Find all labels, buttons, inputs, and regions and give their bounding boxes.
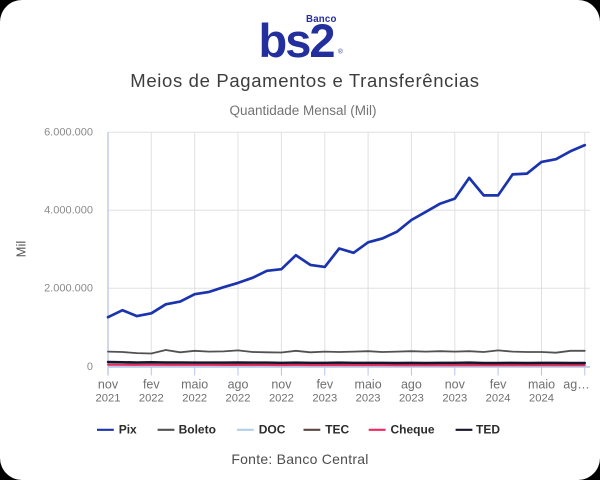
svg-text:2023: 2023 <box>312 393 337 405</box>
svg-text:TED: TED <box>476 423 500 437</box>
svg-text:maio: maio <box>181 378 208 392</box>
svg-text:Quantidade Mensal (Mil): Quantidade Mensal (Mil) <box>229 103 376 118</box>
svg-text:4.000.000: 4.000.000 <box>44 205 93 217</box>
svg-text:2022: 2022 <box>226 393 251 405</box>
svg-text:2023: 2023 <box>356 393 381 405</box>
svg-text:2021: 2021 <box>96 393 121 405</box>
svg-text:2022: 2022 <box>269 393 294 405</box>
svg-text:2023: 2023 <box>399 393 424 405</box>
svg-text:2022: 2022 <box>182 393 207 405</box>
svg-text:DOC: DOC <box>259 423 286 437</box>
svg-text:2024: 2024 <box>529 393 554 405</box>
svg-text:®: ® <box>338 48 343 56</box>
svg-text:ago: ago <box>228 378 249 392</box>
svg-text:2022: 2022 <box>139 393 164 405</box>
svg-text:bs2: bs2 <box>259 14 335 67</box>
svg-text:6.000.000: 6.000.000 <box>44 127 93 139</box>
svg-text:Banco: Banco <box>306 14 337 25</box>
svg-text:nov: nov <box>98 378 119 392</box>
svg-text:fev: fev <box>143 378 160 392</box>
svg-text:ago: ago <box>401 378 422 392</box>
svg-text:Pix: Pix <box>119 423 137 437</box>
svg-text:ag…: ag… <box>563 378 589 392</box>
svg-text:0: 0 <box>87 361 93 373</box>
svg-text:fev: fev <box>490 378 507 392</box>
svg-text:Meios de Pagamentos e Transfer: Meios de Pagamentos e Transferências <box>130 70 479 91</box>
svg-text:Cheque: Cheque <box>391 423 435 437</box>
svg-text:nov: nov <box>271 378 292 392</box>
svg-text:nov: nov <box>445 378 466 392</box>
svg-text:fev: fev <box>316 378 333 392</box>
svg-text:Fonte: Banco Central: Fonte: Banco Central <box>231 451 368 467</box>
svg-text:2.000.000: 2.000.000 <box>44 283 93 295</box>
svg-text:Mil: Mil <box>14 241 29 258</box>
svg-text:maio: maio <box>355 378 382 392</box>
svg-text:TEC: TEC <box>325 423 349 437</box>
svg-text:maio: maio <box>528 378 555 392</box>
svg-text:Boleto: Boleto <box>179 423 216 437</box>
svg-text:2024: 2024 <box>486 393 511 405</box>
svg-text:2023: 2023 <box>442 393 467 405</box>
